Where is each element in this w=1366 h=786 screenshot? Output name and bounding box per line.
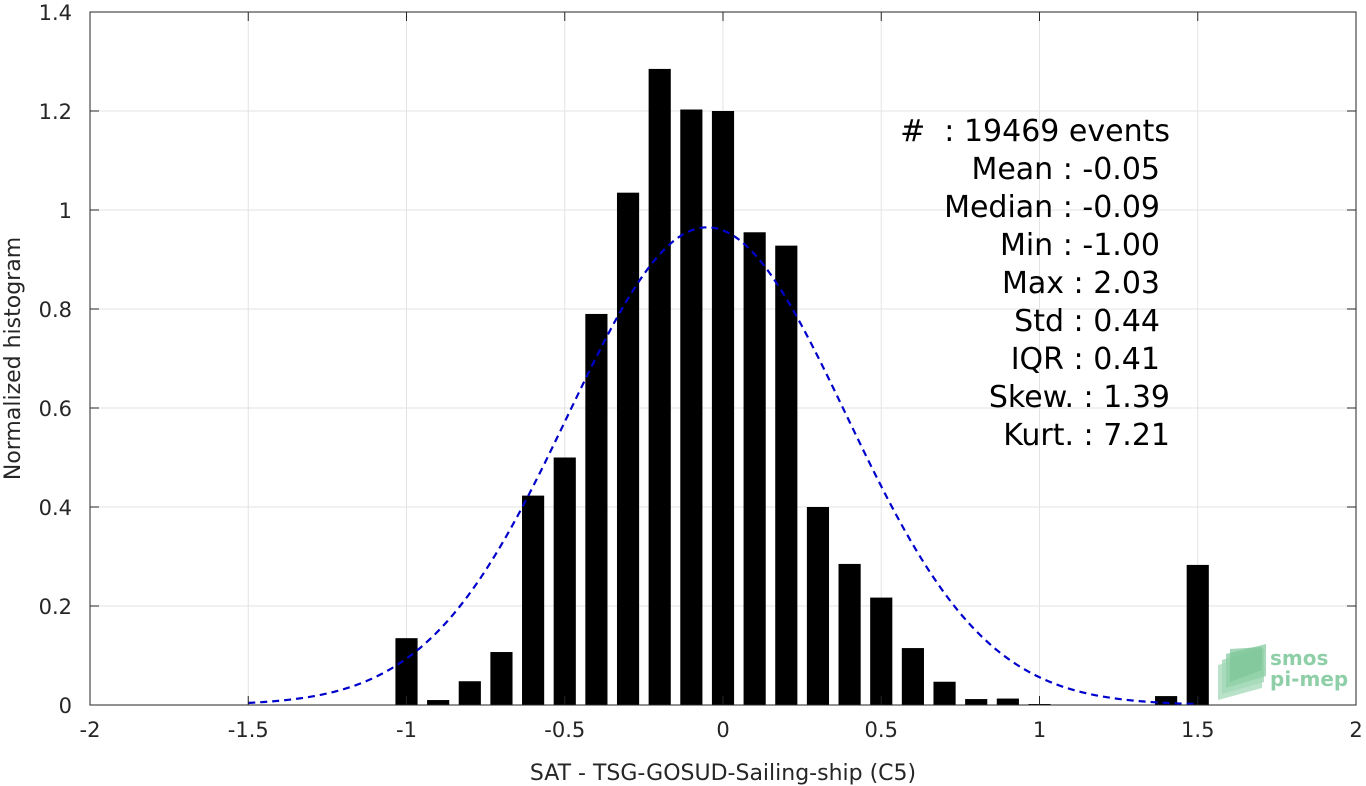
histogram-bar (711, 111, 735, 705)
y-tick-label: 1.2 (39, 100, 72, 124)
stat-line: Mean : -0.05 (971, 152, 1160, 187)
x-axis-label: SAT - TSG-GOSUD-Sailing-ship (C5) (530, 761, 916, 786)
x-tick-label: 1 (1033, 718, 1046, 742)
smos-pi-mep-logo: smos pi-mep (1218, 644, 1348, 700)
histogram-bar (1186, 564, 1209, 705)
x-tick-label: 0 (716, 718, 729, 742)
y-tick-label: 0.6 (39, 397, 72, 421)
y-tick-label: 1.4 (39, 1, 72, 25)
logo-text-smos: smos (1270, 646, 1328, 670)
x-tick-label: -1.5 (228, 718, 269, 742)
histogram-bar (775, 245, 798, 705)
stat-line: Kurt. : 7.21 (1003, 418, 1170, 453)
gaussian-fit-curve (248, 226, 1198, 706)
x-tick-label: -2 (80, 718, 101, 742)
y-tick-label: 0 (59, 694, 72, 718)
histogram-bar (522, 495, 545, 705)
y-axis-label: Normalized histogram (1, 237, 26, 480)
histogram-bar (838, 563, 861, 705)
stat-line: Median : -0.09 (944, 190, 1160, 225)
histogram-bar (458, 681, 481, 705)
stat-line: Skew. : 1.39 (989, 380, 1170, 415)
logo-wave-icon (1218, 644, 1266, 700)
histogram-bar (395, 638, 418, 705)
stat-line: Std : 0.44 (1014, 304, 1160, 339)
histogram-bar (585, 313, 608, 705)
histogram-bar (1155, 696, 1178, 705)
histogram-bar (996, 698, 1019, 705)
x-tick-label: 2 (1349, 718, 1362, 742)
x-tick-labels: -2 -1.5 -1 -0.5 0 0.5 1 1.5 2 (80, 718, 1363, 742)
y-tick-label: 0.2 (39, 595, 72, 619)
histogram-bars (395, 68, 1209, 706)
histogram-bar (427, 700, 450, 705)
stat-line: # : 19469 events (900, 114, 1170, 149)
stat-line: Max : 2.03 (1002, 266, 1160, 301)
histogram-bar (743, 232, 766, 705)
histogram-bar (616, 192, 640, 706)
histogram-bar (490, 652, 513, 705)
histogram-bar (933, 681, 956, 705)
y-tick-label: 1 (59, 199, 72, 223)
axes-frame (89, 11, 1357, 706)
x-tick-label: -1 (396, 718, 417, 742)
y-tick-label: 0.4 (39, 496, 72, 520)
y-tick-labels: 0 0.2 0.4 0.6 0.8 1 1.2 1.4 (39, 1, 72, 718)
histogram-bar (680, 109, 703, 705)
x-tick-label: -0.5 (544, 718, 585, 742)
histogram-bar (648, 68, 671, 706)
y-tick-label: 0.8 (39, 298, 72, 322)
histogram-bar (870, 597, 893, 705)
histogram-bar (901, 648, 924, 705)
histogram-bar (553, 457, 576, 705)
logo-text-pi-mep: pi-mep (1270, 667, 1348, 691)
stat-line: IQR : 0.41 (1011, 342, 1160, 377)
stat-line: Min : -1.00 (1000, 228, 1160, 263)
histogram-bar (806, 507, 830, 705)
x-tick-label: 0.5 (865, 718, 898, 742)
histogram-bar (965, 699, 988, 705)
x-tick-label: 1.5 (1181, 718, 1214, 742)
